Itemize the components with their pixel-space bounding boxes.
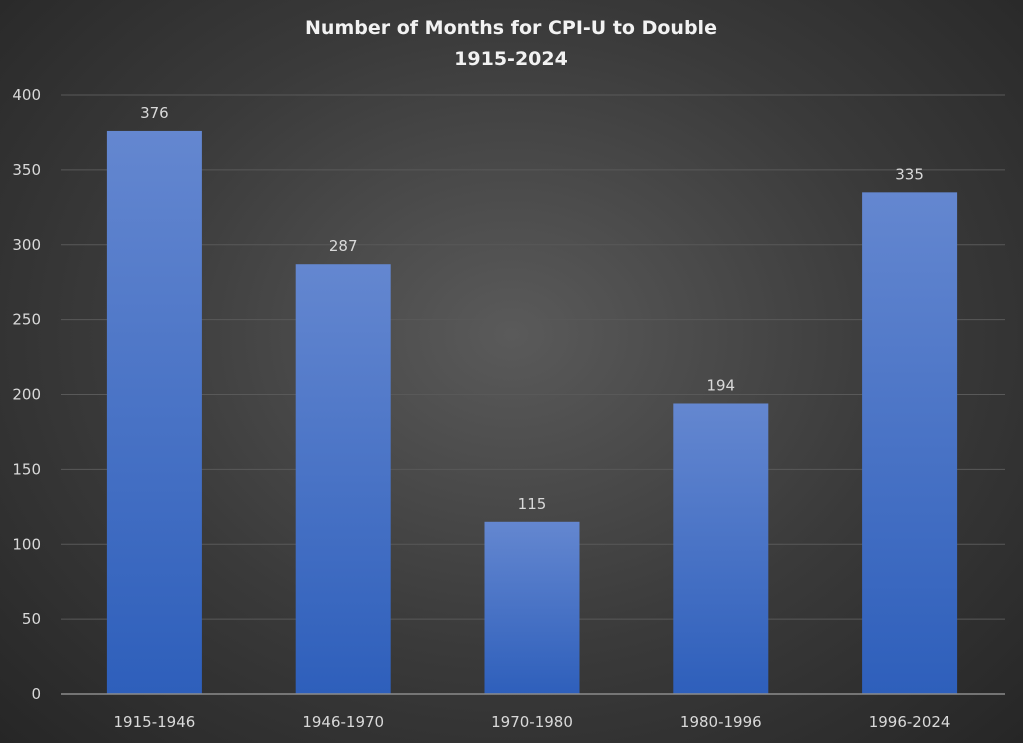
- data-label: 194: [706, 376, 735, 394]
- y-tick-label: 350: [12, 161, 41, 179]
- x-tick-label: 1946-1970: [302, 713, 384, 731]
- data-label: 287: [329, 237, 358, 255]
- y-tick-label: 100: [12, 535, 41, 553]
- y-tick-label: 250: [12, 311, 41, 329]
- bar: [295, 264, 391, 694]
- x-tick-label: 1980-1996: [680, 713, 762, 731]
- x-tick-label: 1915-1946: [114, 713, 196, 731]
- data-label: 115: [518, 495, 547, 513]
- chart-subtitle: 1915-2024: [454, 48, 568, 70]
- data-label: 335: [895, 165, 924, 183]
- y-tick-label: 50: [22, 610, 41, 628]
- chart-title: Number of Months for CPI-U to Double: [305, 17, 717, 39]
- y-tick-label: 200: [12, 386, 41, 404]
- data-label: 376: [140, 104, 169, 122]
- y-tick-label: 400: [12, 86, 41, 104]
- bar: [106, 130, 202, 694]
- bar: [484, 521, 580, 694]
- y-tick-label: 0: [31, 685, 41, 703]
- x-tick-label: 1996-2024: [869, 713, 951, 731]
- bar: [673, 403, 769, 694]
- y-tick-label: 150: [12, 460, 41, 478]
- y-tick-label: 300: [12, 236, 41, 254]
- x-tick-label: 1970-1980: [491, 713, 573, 731]
- bar: [862, 192, 958, 694]
